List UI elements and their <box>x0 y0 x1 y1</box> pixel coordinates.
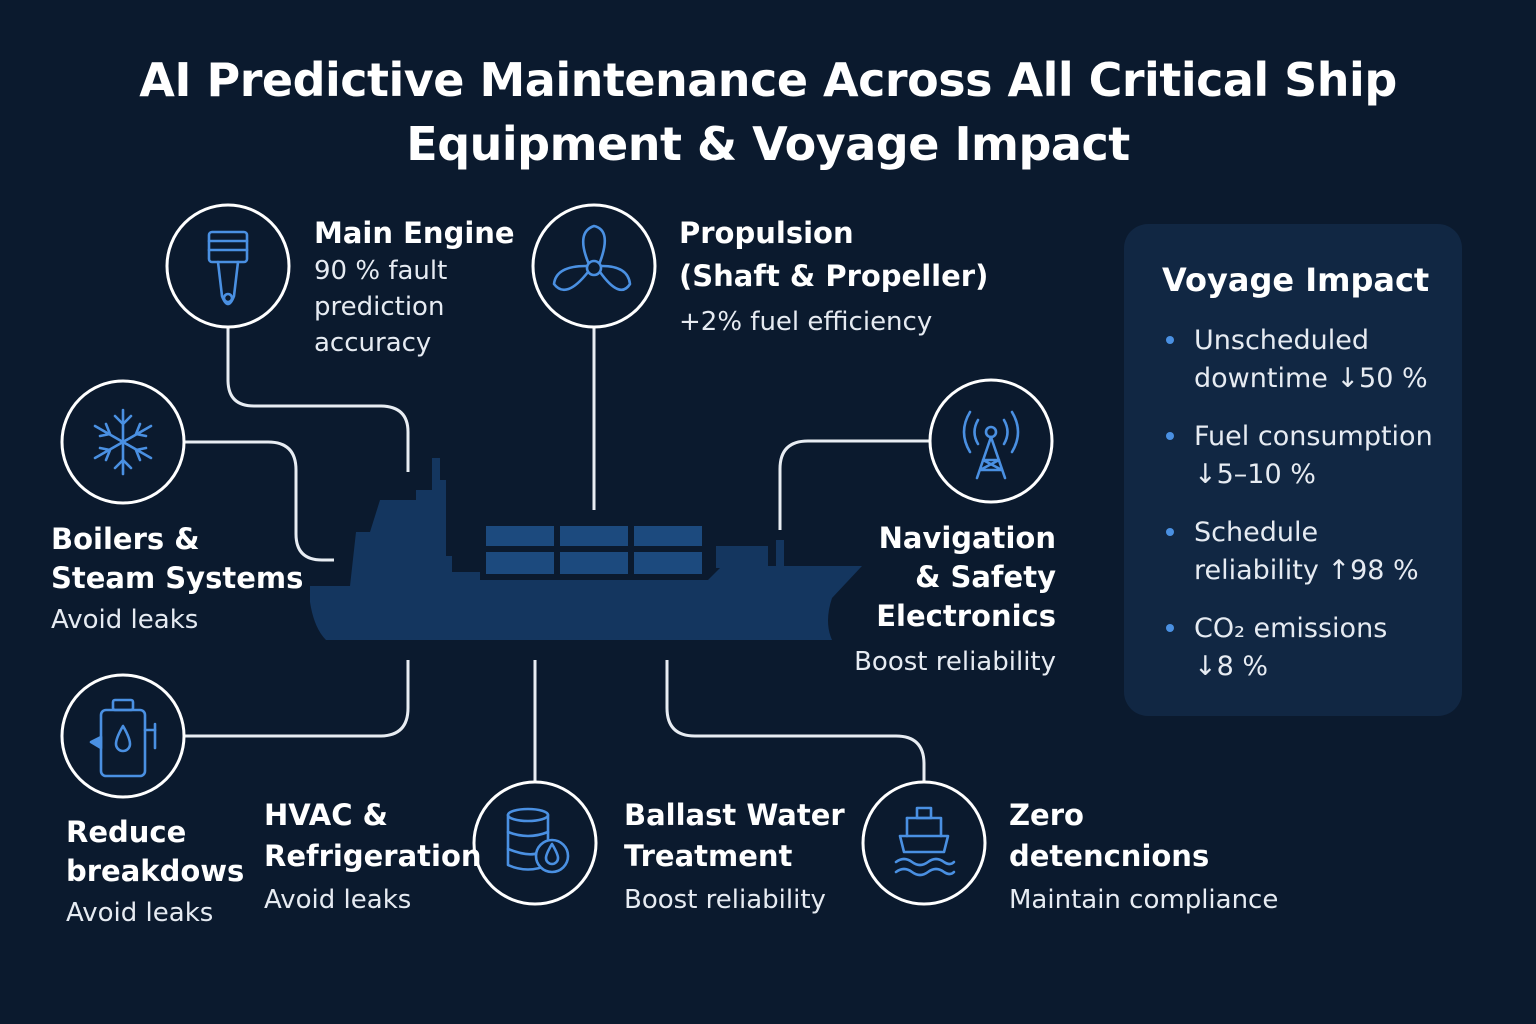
ballast-node <box>472 780 598 906</box>
main-engine-node <box>165 203 291 329</box>
bullet-icon <box>1166 336 1174 344</box>
propulsion-label: Propulsion (Shaft & Propeller) +2% fuel … <box>679 214 988 340</box>
zero-label: Zero detencnions Maintain compliance <box>1009 796 1278 918</box>
main-engine-title: Main Engine <box>314 216 515 250</box>
navigation-title-2: & Safety <box>915 560 1056 594</box>
navigation-detail: Boost reliability <box>854 647 1056 677</box>
title-line-1: AI Predictive Maintenance Across All Cri… <box>139 53 1397 107</box>
impact-item-line: CO₂ emissions <box>1194 613 1388 644</box>
antenna-tower-icon <box>962 410 1020 480</box>
ship-mast <box>776 540 784 570</box>
page-title: AI Predictive Maintenance Across All Cri… <box>0 48 1536 176</box>
propulsion-title-1: Propulsion <box>679 216 854 250</box>
ballast-title-2: Treatment <box>624 839 793 873</box>
zero-title-1: Zero <box>1009 798 1084 832</box>
boilers-label: Boilers & Steam Systems Avoid leaks <box>51 520 303 638</box>
impact-item-line: ↓5–10 % <box>1194 459 1316 490</box>
connector-reduce <box>184 660 410 738</box>
container <box>486 526 554 546</box>
navigation-label: Navigation & Safety Electronics Boost re… <box>854 519 1056 680</box>
propeller-icon <box>552 224 632 292</box>
container <box>634 526 702 546</box>
reduce-title-1: Reduce <box>66 815 187 849</box>
impact-item-line: reliability ↑98 % <box>1194 555 1419 586</box>
container <box>560 552 628 574</box>
tank-drop-icon <box>506 807 570 874</box>
container <box>486 552 554 574</box>
main-engine-label: Main Engine 90 % fault prediction accura… <box>314 214 515 361</box>
navigation-title-1: Navigation <box>878 521 1056 555</box>
voyage-impact-title: Voyage Impact <box>1162 261 1430 299</box>
propulsion-node <box>531 203 657 329</box>
ship-hull <box>310 458 862 640</box>
container <box>560 526 628 546</box>
boilers-detail: Avoid leaks <box>51 605 199 635</box>
connector-main-engine <box>226 327 410 472</box>
connector-navigation <box>778 439 930 530</box>
ballast-title-1: Ballast Water <box>624 798 845 832</box>
boilers-title-1: Boilers & <box>51 522 200 556</box>
bullet-icon <box>1166 528 1174 536</box>
pump-icon <box>89 698 157 778</box>
voyage-impact-panel <box>1124 224 1462 716</box>
main-engine-detail-1: 90 % fault <box>314 256 448 286</box>
bullet-icon <box>1166 624 1174 632</box>
zero-node <box>861 780 987 906</box>
navigation-title-3: Electronics <box>876 599 1056 633</box>
ship-waves-icon <box>894 806 956 877</box>
piston-icon <box>207 230 249 306</box>
reduce-node <box>60 673 186 799</box>
title-line-2: Equipment & Voyage Impact <box>406 117 1130 171</box>
container <box>634 552 702 574</box>
cargo-ship <box>310 458 862 640</box>
impact-item-line: Fuel consumption <box>1194 421 1433 452</box>
hvac-title-1: HVAC & <box>264 798 388 832</box>
hvac-label: HVAC & Refrigeration Avoid leaks <box>264 796 482 918</box>
connector-lines <box>184 327 930 782</box>
connector-boilers <box>184 440 334 562</box>
boilers-title-2: Steam Systems <box>51 561 304 595</box>
main-engine-detail-2: prediction <box>314 292 445 322</box>
propulsion-detail: +2% fuel efficiency <box>679 307 933 337</box>
ballast-detail: Boost reliability <box>624 885 826 915</box>
ballast-label: Ballast Water Treatment Boost reliabilit… <box>624 796 845 918</box>
snowflake-icon <box>93 408 153 476</box>
impact-item-line: downtime ↓50 % <box>1194 363 1428 394</box>
impact-item-line: Schedule <box>1194 517 1319 548</box>
reduce-title-2: breakdows <box>66 854 245 888</box>
reduce-label: Reduce breakdows Avoid leaks <box>66 813 244 931</box>
connector-zero <box>665 660 926 782</box>
zero-title-2: detencnions <box>1009 839 1210 873</box>
zero-detail: Maintain compliance <box>1009 885 1279 915</box>
bullet-icon <box>1166 432 1174 440</box>
reduce-detail: Avoid leaks <box>66 898 214 928</box>
ship-aft-house <box>716 546 768 568</box>
propulsion-title-2: (Shaft & Propeller) <box>679 259 989 293</box>
impact-item-line: Unscheduled <box>1194 325 1370 356</box>
hvac-detail: Avoid leaks <box>264 885 412 915</box>
hvac-title-2: Refrigeration <box>264 839 482 873</box>
main-engine-detail-3: accuracy <box>314 328 432 358</box>
impact-item-line: ↓8 % <box>1194 651 1269 682</box>
